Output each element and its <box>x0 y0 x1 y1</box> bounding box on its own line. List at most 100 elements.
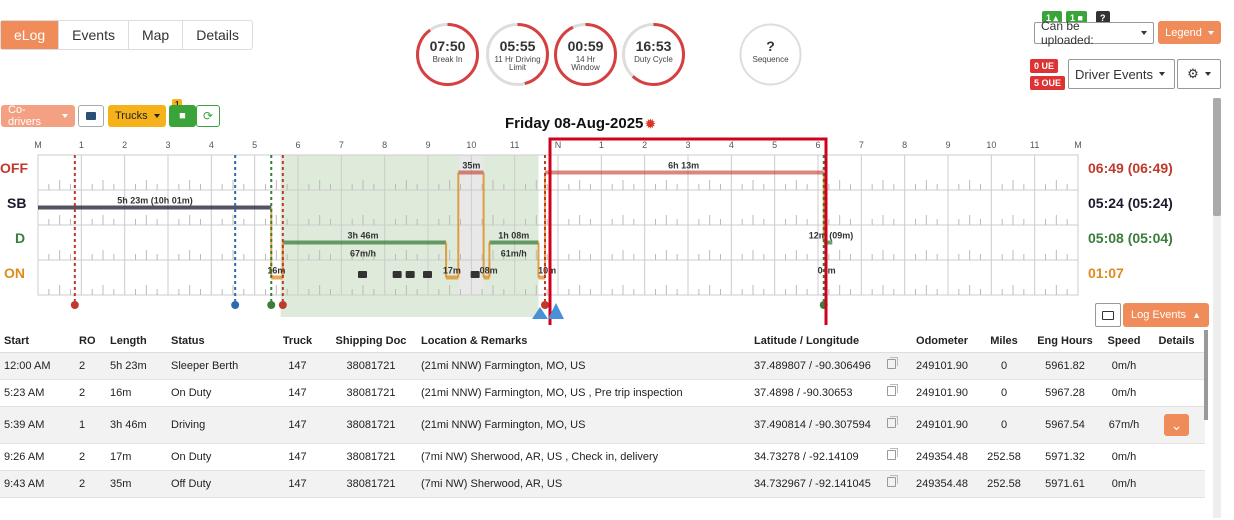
event-marker-icon[interactable] <box>231 301 240 309</box>
event-marker-icon[interactable] <box>267 301 276 309</box>
tab-map[interactable]: Map <box>129 21 184 49</box>
col-location[interactable]: Location & Remarks <box>417 330 750 353</box>
driver-events-select[interactable]: Driver Events <box>1068 59 1175 89</box>
ue-badge[interactable]: 0 UE <box>1030 59 1059 73</box>
trucks-label: Trucks <box>115 110 148 122</box>
hour-tick-label: 10 <box>466 140 476 150</box>
timer-ring <box>486 23 549 86</box>
segment-duration-label: 67m/h <box>350 249 376 259</box>
col-start[interactable]: Start <box>0 330 75 353</box>
camera-icon[interactable] <box>358 271 367 278</box>
hour-tick-label: 11 <box>1030 140 1039 150</box>
segment-duration-label: 1h 08m <box>498 231 529 241</box>
log-date-title: Friday 08-Aug-2025 ✹ <box>505 115 655 132</box>
col-truck[interactable]: Truck <box>270 330 325 353</box>
table-cell: 0 <box>978 352 1030 380</box>
table-cell: 0m/h <box>1100 379 1148 407</box>
expand-details-button[interactable]: ⌄ <box>1164 413 1189 436</box>
copy-icon[interactable] <box>886 448 898 460</box>
violation-star-icon: ✹ <box>645 117 656 131</box>
col-lat-lng[interactable]: Latitude / Longitude <box>750 330 876 353</box>
table-cell: 38081721 <box>325 406 417 444</box>
page-scrollbar[interactable] <box>1213 98 1221 518</box>
col-eng-hours[interactable]: Eng Hours <box>1030 330 1100 353</box>
camera-icon[interactable] <box>392 271 402 278</box>
settings-dropdown[interactable]: ⚙ <box>1177 59 1221 89</box>
camera-icon[interactable] <box>470 271 480 278</box>
table-row[interactable]: 9:43 AM 2 35m Off Duty 147 38081721 (7mi NW) S… <box>0 470 1205 498</box>
table-row[interactable]: 12:00 AM 2 5h 23m Sleeper Berth 147 38081721(… <box>0 352 1205 380</box>
oue-badge[interactable]: 5 OUE <box>1030 76 1066 90</box>
table-cell: 17m <box>106 443 167 471</box>
page-scrollbar-thumb[interactable] <box>1213 98 1221 216</box>
hour-tick-label: 1 <box>79 140 84 150</box>
col-odometer[interactable]: Odometer <box>906 330 978 353</box>
col-status[interactable]: Status <box>167 330 270 353</box>
details-cell <box>1148 470 1205 498</box>
timer-label: 14 Hr Window <box>571 55 600 72</box>
total-sb: 05:24 (05:24) <box>1088 195 1173 211</box>
table-row[interactable]: 9:26 AM 2 17m On Duty 147 38081721 (7mi NW) Sh… <box>0 443 1205 471</box>
col-shipping-doc[interactable]: Shipping Doc <box>325 330 417 353</box>
table-cell: 38081721 <box>325 443 417 471</box>
comment-icon <box>1102 310 1114 320</box>
truck-view-button[interactable] <box>78 105 104 127</box>
tab-details[interactable]: Details <box>196 27 239 43</box>
col-copy <box>876 330 906 353</box>
hour-tick-label: 5 <box>252 140 257 150</box>
codrivers-button[interactable]: Co-drivers <box>1 104 75 128</box>
camera-icon[interactable] <box>405 271 415 278</box>
copy-icon[interactable] <box>886 475 898 487</box>
range-start-handle[interactable] <box>532 307 548 319</box>
event-marker-icon[interactable] <box>70 301 79 309</box>
table-row[interactable]: 5:23 AM 2 16m On Duty 147 38081721 (21mi NNW) … <box>0 379 1205 407</box>
col-ro[interactable]: RO <box>75 330 106 353</box>
table-cell: 9:26 AM <box>0 443 75 471</box>
copy-icon[interactable] <box>886 384 898 396</box>
hour-tick-label: 4 <box>209 140 214 150</box>
tab-elog[interactable]: eLog <box>1 21 60 49</box>
event-marker-icon[interactable] <box>278 301 287 309</box>
camera-icon[interactable] <box>423 271 432 278</box>
tab-events[interactable]: Events <box>59 21 129 49</box>
table-cell: 147 <box>270 379 325 407</box>
log-events-button[interactable]: Log Events ▲ <box>1123 303 1209 327</box>
table-row[interactable]: 5:39 AM 1 3h 46m Driving 147 38081721 (21mi NN… <box>0 406 1205 444</box>
timer-value: 05:55 <box>499 38 536 54</box>
col-speed[interactable]: Speed <box>1100 330 1148 353</box>
range-end-handle[interactable] <box>548 303 564 319</box>
hour-tick-label: 2 <box>642 140 647 150</box>
segment-duration-label: 17m <box>443 266 461 276</box>
hour-tick-label: M <box>1074 140 1082 150</box>
copy-icon[interactable] <box>886 357 898 369</box>
total-off: 06:49 (06:49) <box>1088 160 1173 176</box>
table-cell: 0m/h <box>1100 470 1148 498</box>
table-cell: 2 <box>75 443 106 471</box>
table-cell: 9:43 AM <box>0 470 75 498</box>
person-icon: ▴ <box>1053 13 1059 23</box>
hour-tick-label: N <box>555 140 562 150</box>
table-scrollbar[interactable] <box>1204 330 1208 420</box>
upload-select[interactable]: Can be uploaded: <box>1034 19 1154 47</box>
table-cell: 249354.48 <box>906 470 978 498</box>
duty-status-chart[interactable]: M 1 2 3 4 5 6 7 8 9 10 11 N 1 2 3 4 5 6 7 8 9 10 11 M 5h 23m (10h… <box>0 135 1090 325</box>
truck-assign-button[interactable]: ■ <box>169 105 196 127</box>
upload-select-value: Can be uploaded: <box>1041 19 1094 47</box>
col-details[interactable]: Details <box>1148 330 1205 353</box>
event-marker-icon[interactable] <box>541 301 549 309</box>
copy-icon[interactable] <box>886 416 898 428</box>
hour-tick-label: 2 <box>122 140 127 150</box>
table-cell: 34.73278 / -92.14109 <box>750 443 876 471</box>
table-cell: 0m/h <box>1100 352 1148 380</box>
trucks-button[interactable]: Trucks <box>108 105 166 127</box>
chevron-down-icon <box>153 114 160 118</box>
col-miles[interactable]: Miles <box>978 330 1030 353</box>
chevron-down-icon <box>1141 31 1147 35</box>
hour-tick-label: 1 <box>599 140 604 150</box>
table-cell: 37.4898 / -90.30653 <box>750 379 876 407</box>
refresh-button[interactable]: ⟳ <box>196 105 220 127</box>
col-length[interactable]: Length <box>106 330 167 353</box>
comments-button[interactable] <box>1095 303 1121 327</box>
legend-button[interactable]: Legend <box>1158 21 1221 44</box>
table-cell: 2 <box>75 352 106 380</box>
